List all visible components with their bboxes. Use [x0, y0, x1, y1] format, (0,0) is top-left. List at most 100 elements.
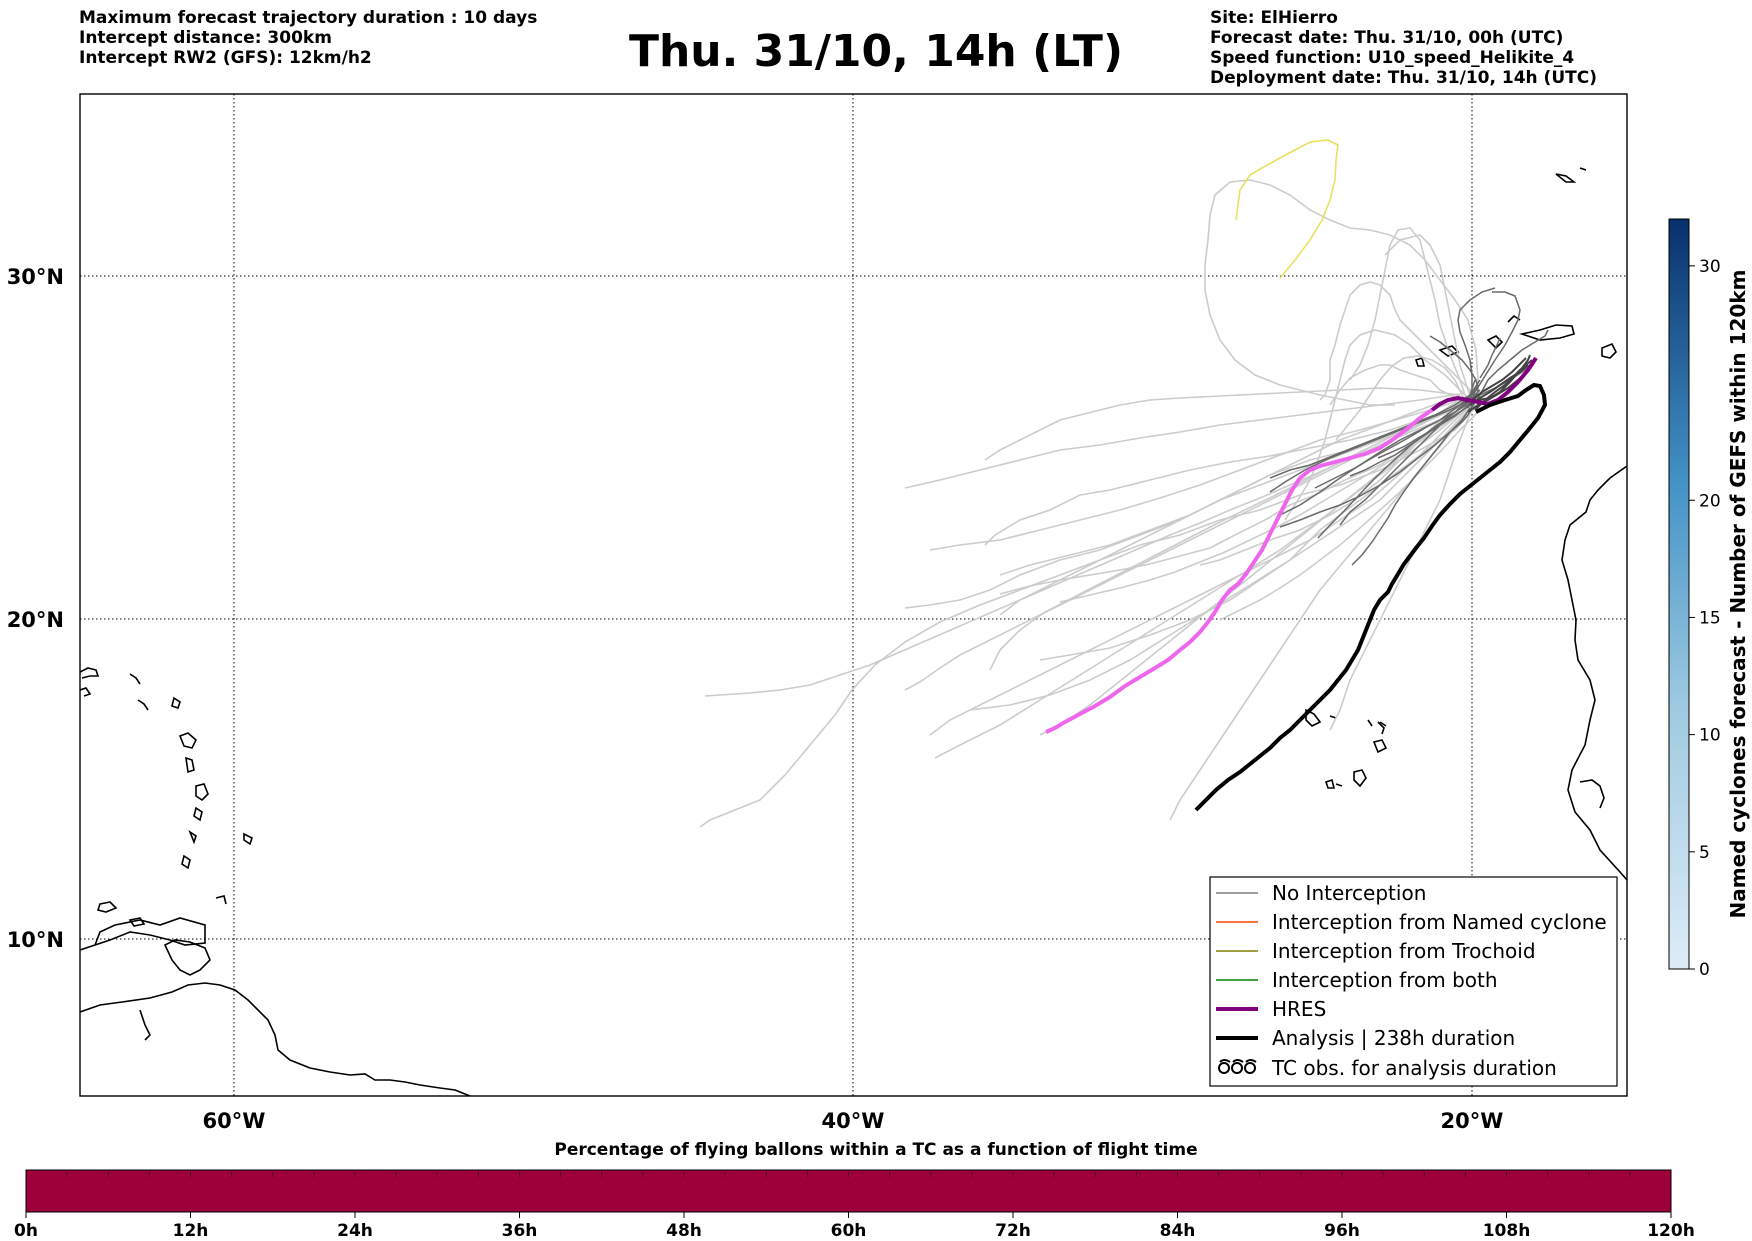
legend-frame — [1209, 876, 1618, 1087]
legend-label-tc-obs: TC obs. for analysis duration — [1271, 1056, 1557, 1080]
ensemble-track-curl-5 — [1329, 364, 1471, 406]
analysis-track — [1194, 382, 1548, 812]
island-sao-nicolau — [1377, 721, 1385, 735]
colorbar-right-tick-label: 30 — [1699, 257, 1721, 277]
ensemble-track-curl-2 — [1284, 329, 1476, 521]
island-vi — [80, 687, 92, 697]
island-fogo — [1324, 778, 1336, 789]
header-intercept-rw2: Intercept RW2 (GFS): 12km/h2 — [79, 48, 372, 68]
colorbar-right-tick-label: 20 — [1699, 491, 1721, 511]
legend-label-hres: HRES — [1272, 997, 1326, 1021]
colorbar-right-label: Named cyclones forecast - Number of GEFS… — [1726, 270, 1750, 919]
island-porto-santo — [1579, 167, 1587, 171]
ensemble-track-17 — [1219, 409, 1481, 621]
ensemble-track-curl-1 — [1319, 281, 1476, 411]
ensemble-track-8 — [929, 397, 1466, 551]
knot-track-4 — [1471, 357, 1527, 401]
lon-label-40w: 40°W — [822, 1109, 885, 1133]
colorbar-bottom-tick-label: 108h — [1483, 1221, 1531, 1241]
south-america-coast — [80, 982, 471, 1096]
coastlines — [80, 167, 1627, 1096]
island-grenada — [181, 854, 191, 870]
colorbar-bottom-tick-label: 12h — [173, 1221, 209, 1241]
ensemble-track-4 — [904, 399, 1461, 609]
colorbar-bottom-tick-label: 24h — [337, 1221, 373, 1241]
island-santo-antao — [1305, 708, 1322, 727]
yellow-track — [1235, 139, 1339, 279]
header-intercept-distance: Intercept distance: 300km — [79, 28, 332, 48]
lon-label-60w: 60°W — [203, 1109, 266, 1133]
island-gran-canaria — [1486, 335, 1504, 350]
ensemble-track-17b — [1039, 404, 1466, 736]
knot-track-2 — [1469, 364, 1529, 406]
island-boa-vista — [1372, 739, 1388, 754]
legend-label-trochoid: Interception from Trochoid — [1272, 939, 1536, 963]
legend-label-no-interception: No Interception — [1272, 881, 1426, 905]
island-sal — [1379, 721, 1387, 727]
colorbar-right: 0 5 10 15 20 30 Named cyclones forecast - Num… — [1668, 218, 1750, 980]
map-content: No Interception Interception from Named … — [80, 94, 1627, 1096]
island-st-vincent — [193, 806, 203, 822]
island-antigua — [137, 699, 149, 711]
colorbar-bottom-tick-label: 120h — [1647, 1221, 1695, 1241]
guyana-coast — [139, 1009, 151, 1041]
no-interception-tracks — [1269, 287, 1549, 566]
no-interception-track-9 — [1469, 329, 1549, 411]
africa-coast-detail — [1579, 779, 1605, 809]
island-sao-vicente — [1329, 715, 1337, 719]
page-title: Thu. 31/10, 14h (LT) — [628, 26, 1124, 77]
ensemble-track-6 — [1039, 409, 1471, 661]
ensemble-track-curl-6 — [1335, 355, 1471, 441]
ensemble-track-13 — [1329, 407, 1473, 731]
ensemble-track-7 — [999, 401, 1471, 576]
ensemble-track-curl-4 — [1384, 234, 1476, 411]
island-tobago — [215, 895, 227, 905]
island-martinique — [185, 756, 195, 774]
hres-track-late — [1045, 408, 1434, 734]
colorbar-right-ticks: 0 5 10 15 20 30 — [1689, 257, 1721, 980]
island-dominica — [178, 732, 197, 749]
colorbar-right-tick-label: 0 — [1699, 960, 1710, 980]
colorbar-bottom-tick-label: 96h — [1324, 1221, 1360, 1241]
island-puerto-rico — [80, 667, 100, 679]
island-maio — [1367, 719, 1373, 727]
island-mainland-bump — [1601, 342, 1617, 359]
ensemble-track-loop — [1204, 179, 1479, 410]
no-interception-track-11 — [1457, 287, 1496, 406]
ensemble-track-15 — [929, 405, 1471, 736]
header-site: Site: ElHierro — [1210, 8, 1338, 28]
colorbar-bottom: 0h 12h 24h 36h 48h 60h 72h 84h 96h 108h 120h — [14, 1169, 1695, 1241]
colorbar-bottom-tick-label: 48h — [666, 1221, 702, 1241]
no-interception-track-4 — [1269, 391, 1476, 493]
legend-label-analysis: Analysis | 238h duration — [1272, 1026, 1515, 1050]
colorbar-right-tick-label: 15 — [1699, 608, 1721, 628]
island-fuerteventura — [1519, 324, 1575, 341]
island-la-gomera — [1414, 356, 1426, 367]
header-forecast-date: Forecast date: Thu. 31/10, 00h (UTC) — [1210, 28, 1564, 48]
header-speed-function: Speed function: U10_speed_Helikite_4 — [1210, 48, 1575, 68]
africa-coast — [1561, 465, 1627, 881]
cyclone-symbols-icon — [1218, 1059, 1257, 1074]
header-deployment-date: Deployment date: Thu. 31/10, 14h (UTC) — [1210, 68, 1597, 88]
no-interception-track-3 — [1269, 379, 1481, 479]
map-frame — [79, 93, 1628, 1097]
no-interception-track-15 — [1351, 407, 1473, 566]
ensemble-track-curl-3 — [1349, 227, 1471, 411]
colorbar-right-tick-label: 10 — [1699, 726, 1721, 746]
colorbar-bottom-tick-label: 0h — [14, 1221, 38, 1241]
island-grenadines — [188, 829, 197, 845]
colorbar-right-tick-label: 5 — [1699, 843, 1710, 863]
lon-label-20w: 20°W — [1441, 1109, 1504, 1133]
island-guadeloupe — [171, 696, 181, 710]
colorbar-bottom-tick-label: 60h — [831, 1221, 867, 1241]
no-interception-track-6 — [1314, 395, 1479, 489]
colorbar-bottom-title: Percentage of flying ballons within a TC… — [554, 1140, 1198, 1160]
island-brava — [1335, 783, 1343, 787]
ensemble-track-18b — [989, 399, 1466, 671]
ensemble-track-10 — [984, 399, 1476, 546]
no-interception-track-16 — [1377, 394, 1479, 459]
island-anguilla — [129, 673, 141, 685]
header-duration: Maximum forecast trajectory duration : 1… — [79, 8, 538, 28]
ensemble-track-11 — [904, 393, 1461, 489]
